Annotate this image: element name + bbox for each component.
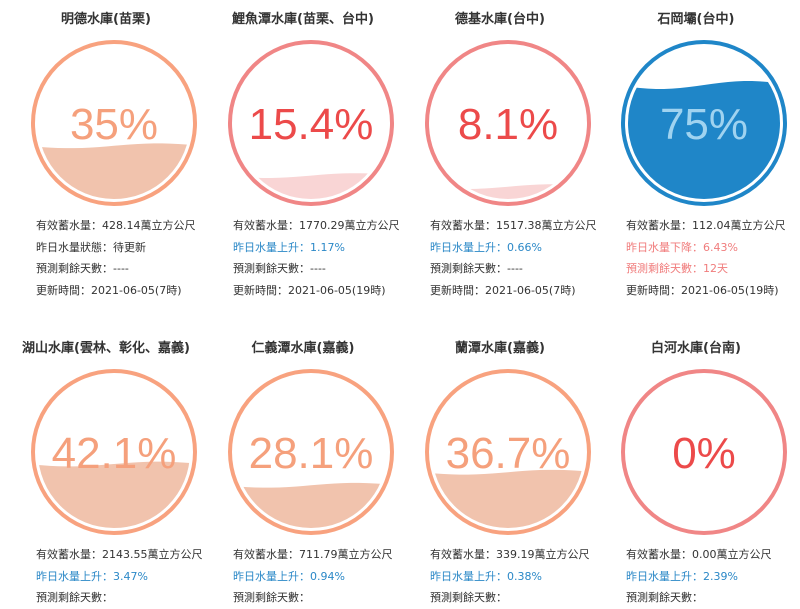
water-level-gauge: 36.7% [425, 369, 591, 535]
info-line: 更新時間：2021-06-05(19時) [233, 283, 386, 297]
info-line: 昨日水量下降：6.43% [626, 240, 738, 254]
info-line: 更新時間：2021-06-05(7時) [430, 283, 576, 297]
gauge-background [432, 47, 584, 199]
info-line: 昨日水量上升：0.38% [430, 569, 542, 583]
gauge-ring [31, 40, 197, 206]
water-level-gauge: 0% [621, 369, 787, 535]
water-level-gauge: 42.1% [31, 369, 197, 535]
info-line: 預測剩餘天數：---- [233, 262, 326, 275]
percent-label: 75% [660, 100, 748, 149]
percent-label: 28.1% [249, 429, 374, 478]
info-line: 有效蓄水量：711.79萬立方公尺 [233, 548, 393, 561]
reservoir-info: 有效蓄水量：428.14萬立方公尺 昨日水量狀態：待更新 預測剩餘天數：---- 更新… [36, 215, 206, 301]
info-line: 預測剩餘天數： [626, 591, 703, 604]
info-line: 有效蓄水量：1770.29萬立方公尺 [233, 219, 400, 232]
water-fill [235, 173, 387, 199]
reservoir-name: 鯉魚潭水庫(苗栗、台中) [232, 12, 374, 27]
water-level-gauge: 35% [31, 40, 197, 206]
water-level-gauge: 28.1% [228, 369, 394, 535]
info-line: 有效蓄水量：112.04萬立方公尺 [626, 219, 786, 232]
info-line: 預測剩餘天數：---- [430, 262, 523, 275]
info-line: 有效蓄水量：1517.38萬立方公尺 [430, 219, 597, 232]
percent-label: 36.7% [446, 429, 571, 478]
reservoir-card[interactable]: 仁義潭水庫(嘉義) 28.1% 有效蓄水量：711.79萬立方公尺 昨日水量上升：… [205, 337, 401, 604]
info-line: 昨日水量狀態：待更新 [36, 240, 146, 254]
reservoir-card[interactable]: 明德水庫(苗栗) 35% 有效蓄水量：428.14萬立方公尺 昨日水量狀態：待更新… [8, 8, 204, 308]
reservoir-info: 有效蓄水量：112.04萬立方公尺 昨日水量下降：6.43% 預測剩餘天數：12天更… [626, 215, 796, 301]
info-line: 昨日水量上升：0.66% [430, 240, 542, 254]
info-line: 預測剩餘天數：12天 [626, 262, 728, 275]
info-line: 預測剩餘天數： [36, 591, 113, 604]
info-line: 昨日水量上升：3.47% [36, 569, 148, 583]
gauge-ring [425, 40, 591, 206]
reservoir-card[interactable]: 蘭潭水庫(嘉義) 36.7% 有效蓄水量：339.19萬立方公尺 昨日水量上升：0… [402, 337, 598, 604]
percent-label: 15.4% [249, 100, 374, 149]
reservoir-name: 湖山水庫(雲林、彰化、嘉義) [22, 341, 190, 356]
reservoir-info: 有效蓄水量：0.00萬立方公尺 昨日水量上升：2.39% 預測剩餘天數： [626, 544, 796, 609]
info-line: 昨日水量上升：1.17% [233, 240, 345, 254]
reservoir-info: 有效蓄水量：1770.29萬立方公尺 昨日水量上升：1.17% 預測剩餘天數：---… [233, 215, 403, 301]
reservoir-info: 有效蓄水量：711.79萬立方公尺 昨日水量上升：0.94% 預測剩餘天數： [233, 544, 403, 609]
reservoir-name: 白河水庫(台南) [651, 341, 741, 356]
gauge-background [628, 376, 780, 528]
reservoir-card[interactable]: 白河水庫(台南) 0% 有效蓄水量：0.00萬立方公尺 昨日水量上升：2.39% 預… [598, 337, 794, 604]
gauge-ring [228, 40, 394, 206]
info-line: 預測剩餘天數：---- [36, 262, 129, 275]
info-line: 更新時間：2021-06-05(19時) [626, 283, 779, 297]
reservoir-name: 蘭潭水庫(嘉義) [455, 341, 545, 356]
info-line: 更新時間：2021-06-05(7時) [36, 283, 182, 297]
water-fill [628, 81, 780, 199]
info-line: 預測剩餘天數： [430, 591, 507, 604]
percent-label: 35% [70, 100, 158, 149]
reservoir-name: 石岡壩(台中) [657, 12, 735, 27]
percent-label: 0% [672, 429, 736, 478]
gauge-ring [425, 369, 591, 535]
reservoir-info: 有效蓄水量：1517.38萬立方公尺 昨日水量上升：0.66% 預測剩餘天數：---… [430, 215, 600, 301]
reservoir-info: 有效蓄水量：339.19萬立方公尺 昨日水量上升：0.38% 預測剩餘天數： [430, 544, 600, 609]
water-level-gauge: 8.1% [425, 40, 591, 206]
gauge-ring [31, 369, 197, 535]
water-level-gauge: 75% [621, 40, 787, 206]
info-line: 昨日水量上升：0.94% [233, 569, 345, 583]
info-line: 有效蓄水量：0.00萬立方公尺 [626, 548, 772, 561]
reservoir-card[interactable]: 鯉魚潭水庫(苗栗、台中) 15.4% 有效蓄水量：1770.29萬立方公尺 昨日水… [205, 8, 401, 308]
reservoir-name: 明德水庫(苗栗) [61, 12, 151, 27]
percent-label: 42.1% [52, 429, 177, 478]
water-level-gauge: 15.4% [228, 40, 394, 206]
reservoir-card[interactable]: 德基水庫(台中) 8.1% 有效蓄水量：1517.38萬立方公尺 昨日水量上升：0… [402, 8, 598, 308]
gauge-ring [621, 40, 787, 206]
info-line: 預測剩餘天數： [233, 591, 310, 604]
reservoir-card[interactable]: 石岡壩(台中) 75% 有效蓄水量：112.04萬立方公尺 昨日水量下降：6.43… [598, 8, 794, 308]
percent-label: 8.1% [458, 100, 558, 149]
reservoir-name: 仁義潭水庫(嘉義) [251, 341, 355, 356]
water-fill [432, 184, 584, 199]
reservoir-card[interactable]: 湖山水庫(雲林、彰化、嘉義) 42.1% 有效蓄水量：2143.55萬立方公尺昨… [8, 337, 204, 604]
info-line: 有效蓄水量：2143.55萬立方公尺 [36, 548, 203, 561]
gauge-ring [228, 369, 394, 535]
gauge-ring [621, 369, 787, 535]
info-line: 有效蓄水量：339.19萬立方公尺 [430, 548, 590, 561]
reservoir-name: 德基水庫(台中) [455, 12, 545, 27]
info-line: 昨日水量上升：2.39% [626, 569, 738, 583]
gauge-background [235, 47, 387, 199]
reservoir-info: 有效蓄水量：2143.55萬立方公尺 昨日水量上升：3.47% 預測剩餘天數： [36, 544, 206, 609]
info-line: 有效蓄水量：428.14萬立方公尺 [36, 219, 196, 232]
